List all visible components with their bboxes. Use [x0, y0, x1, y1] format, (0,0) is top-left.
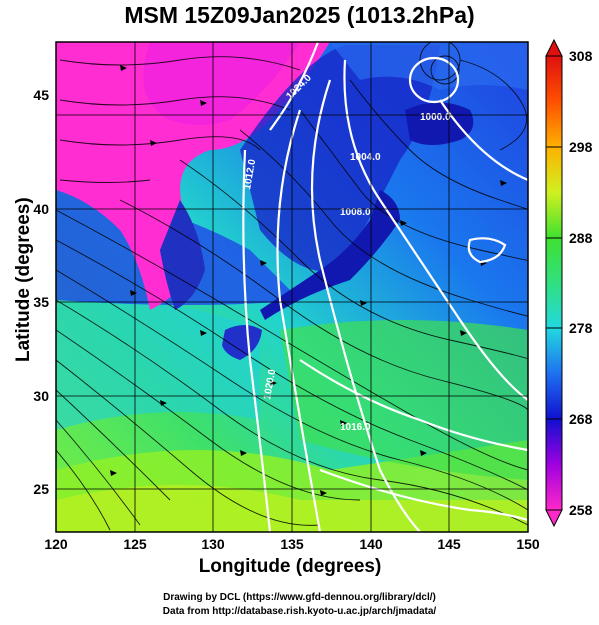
colorbar-min-arrow [545, 509, 563, 528]
contour-label-1004: 1004.0 [350, 152, 381, 163]
lat-lon-grid [56, 42, 528, 532]
colorbar-tick-308: 308 [569, 48, 593, 64]
x-axis-label: Longitude (degrees) [198, 556, 382, 577]
contour-label-1000: 1000.0 [420, 112, 451, 123]
colorbar-tick-298: 298 [569, 139, 593, 155]
x-tick-150: 150 [516, 536, 540, 552]
colorbar-max-arrow [545, 38, 563, 57]
y-tick-40: 40 [33, 201, 49, 217]
y-tick-45: 45 [33, 87, 49, 103]
colorbar-gradient [545, 55, 563, 511]
colorbar-tick-268: 268 [569, 411, 593, 427]
credit-drawing: Drawing by DCL (https://www.gfd-dennou.o… [163, 592, 436, 603]
contour-label-1012: 1012.0 [242, 158, 258, 190]
plot-frame [55, 41, 529, 533]
colorbar-tick-258: 258 [569, 502, 593, 518]
colorbar-tick-288: 288 [569, 230, 593, 246]
wind-arrowheads [110, 65, 507, 496]
pressure-contours [242, 42, 528, 532]
contour-label-1020: 1020.0 [262, 368, 278, 400]
y-axis-label: Latitude (degrees) [13, 197, 34, 362]
wind-streamlines [56, 42, 528, 531]
credit-data-source: Data from http://database.rish.kyoto-u.a… [162, 606, 437, 617]
contour-label-1008: 1008.0 [340, 207, 371, 218]
y-axis-ticks: 25 30 35 40 45 [33, 87, 49, 497]
y-tick-35: 35 [33, 294, 49, 310]
x-tick-130: 130 [201, 536, 225, 552]
x-tick-125: 125 [123, 536, 147, 552]
x-tick-140: 140 [359, 536, 383, 552]
x-axis-ticks: 120 125 130 135 140 145 150 [44, 536, 540, 552]
y-tick-25: 25 [33, 481, 49, 497]
x-tick-145: 145 [437, 536, 461, 552]
colorbar: 308 298 288 278 268 258 [545, 38, 593, 528]
y-tick-30: 30 [33, 388, 49, 404]
x-tick-120: 120 [44, 536, 68, 552]
colorbar-tick-278: 278 [569, 320, 593, 336]
contour-label-1016: 1016.0 [340, 422, 371, 433]
x-tick-135: 135 [280, 536, 304, 552]
map-title: MSM 15Z09Jan2025 (1013.2hPa) [124, 2, 475, 28]
